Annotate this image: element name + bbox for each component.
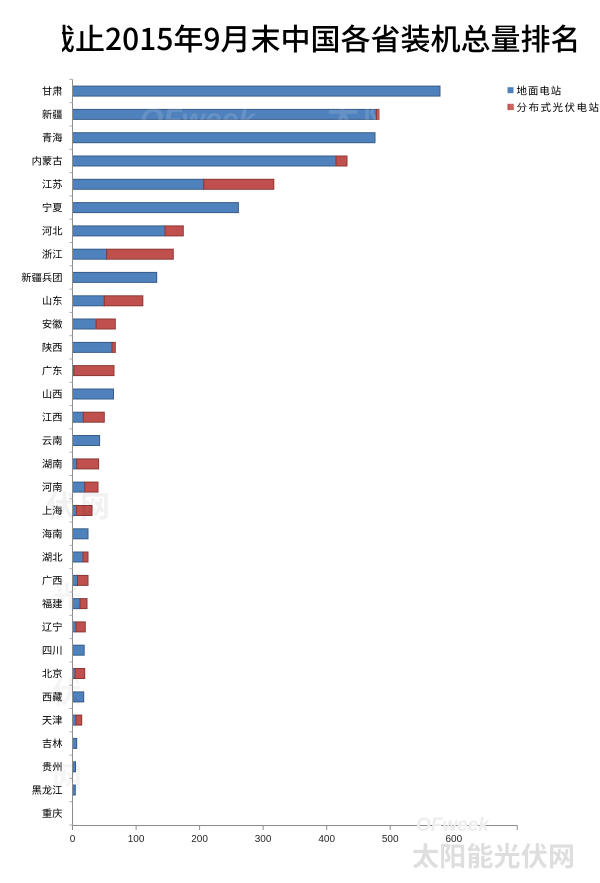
svg-text:500: 500 xyxy=(382,834,399,845)
svg-text:400: 400 xyxy=(318,834,335,845)
svg-text:OFweek: OFweek xyxy=(140,103,256,136)
svg-text:100: 100 xyxy=(128,834,145,845)
svg-text:OFweek: OFweek xyxy=(416,815,490,836)
svg-text:600: 600 xyxy=(445,834,462,845)
svg-text:300: 300 xyxy=(255,834,272,845)
svg-text:200: 200 xyxy=(191,834,208,845)
svg-text:0: 0 xyxy=(70,834,76,845)
